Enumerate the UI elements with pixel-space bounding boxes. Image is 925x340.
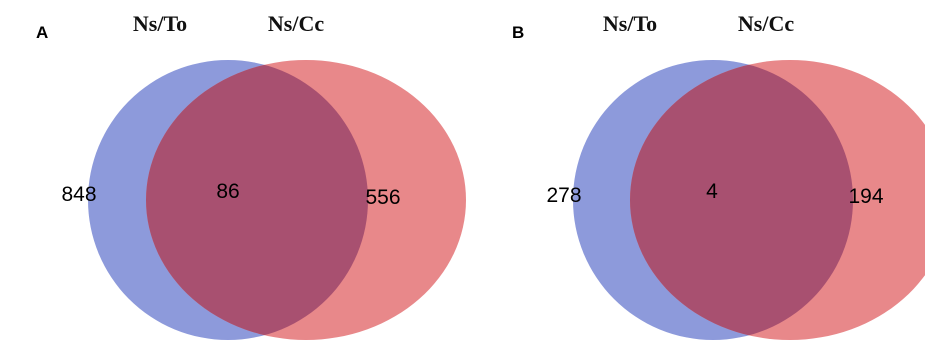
panel-a-right-only-count: 556 — [365, 186, 400, 209]
panel-a-overlap-region — [146, 60, 368, 340]
panel-a-letter: A — [36, 23, 48, 42]
panel-a-overlap-count: 86 — [216, 180, 239, 203]
panel-b-left-set-title: Ns/To — [603, 11, 657, 36]
panel-b-overlap-region — [630, 60, 853, 340]
panel-b-left-only-count: 278 — [546, 184, 581, 207]
panel-a-right-set-title: Ns/Cc — [268, 11, 324, 36]
panel-a-left-only-count: 848 — [61, 183, 96, 206]
panel-a-left-set-title: Ns/To — [133, 11, 187, 36]
panel-b-overlap-count: 4 — [706, 180, 718, 203]
panel-b-right-only-count: 194 — [848, 185, 883, 208]
venn-panel-b: B Ns/To Ns/Cc 278 4 194 — [512, 11, 925, 340]
panel-b-right-set-title: Ns/Cc — [738, 11, 794, 36]
panel-b-letter: B — [512, 23, 524, 42]
venn-panel-a: A Ns/To Ns/Cc 848 86 556 — [36, 11, 466, 340]
